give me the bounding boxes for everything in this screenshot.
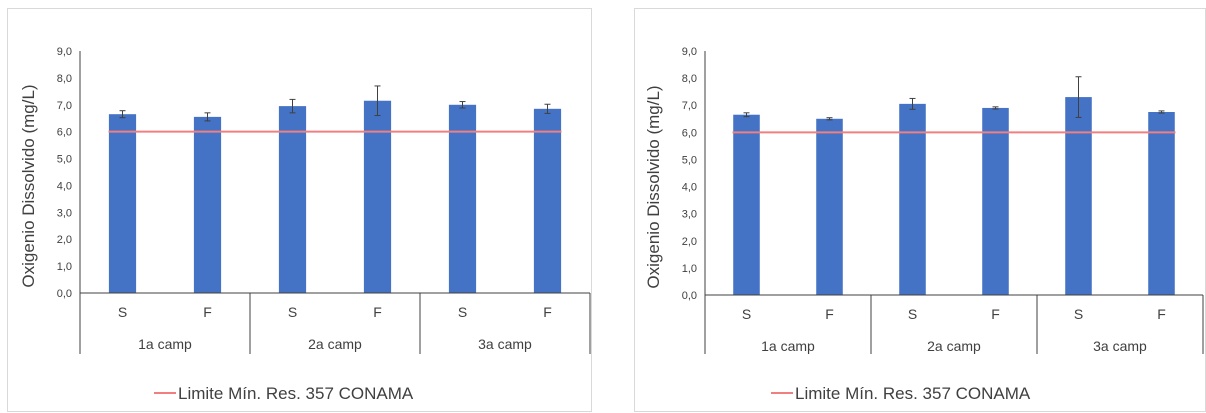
bar [278, 106, 307, 293]
x-category-label: F [543, 304, 552, 320]
legend-label: Limite Mín. Res. 357 CONAMA [178, 384, 414, 403]
y-tick-label: 0,0 [682, 290, 697, 302]
x-category-label: F [991, 306, 1000, 322]
x-category-label: S [288, 304, 297, 320]
y-axis-label: Oxigenio Dissolvido (mg/L) [644, 85, 663, 288]
legend-label: Limite Mín. Res. 357 CONAMA [795, 384, 1031, 403]
y-tick-label: 2,0 [682, 236, 697, 248]
y-tick-label: 6,0 [682, 127, 697, 139]
x-category-label: S [458, 304, 467, 320]
chart-right: 0,0 1,0 2,0 3,0 4,0 5,0 6,0 7,0 8,0 9,0 Oxigenio D… [644, 46, 1204, 403]
bar [1148, 112, 1175, 295]
x-category-label: F [373, 304, 382, 320]
bar [982, 107, 1009, 295]
x-category-label: S [1074, 306, 1083, 322]
x-group-label: 3a camp [1093, 338, 1147, 354]
x-category-label: S [908, 306, 917, 322]
y-tick-label: 5,0 [57, 154, 72, 166]
y-tick-label: 2,0 [57, 234, 72, 246]
y-tick-label: 0,0 [57, 288, 72, 300]
bar [108, 114, 137, 293]
bar [193, 116, 222, 293]
x-category-label: S [118, 304, 127, 320]
y-tick-label: 7,0 [682, 100, 697, 112]
bar [899, 103, 926, 295]
chart-panel-left: 0,0 1,0 2,0 3,0 4,0 5,0 6,0 7,0 8,0 9,0 Oxigenio D… [7, 8, 592, 412]
bar [1065, 97, 1092, 295]
y-tick-label: 7,0 [57, 100, 72, 112]
bar [816, 118, 843, 296]
x-group-label: 3a camp [478, 336, 532, 352]
y-tick-label: 3,0 [682, 209, 697, 221]
x-group-label: 1a camp [761, 338, 815, 354]
x-category-label: F [1157, 306, 1166, 322]
bar [363, 100, 392, 293]
y-axis-label: Oxigenio Dissolvido (mg/L) [19, 84, 38, 287]
y-tick-label: 9,0 [57, 46, 72, 58]
chart-panel-right: 0,0 1,0 2,0 3,0 4,0 5,0 6,0 7,0 8,0 9,0 Oxigenio D… [634, 8, 1206, 412]
y-tick-label: 5,0 [682, 154, 697, 166]
bar [533, 108, 562, 293]
y-tick-label: 8,0 [57, 73, 72, 85]
y-tick-label: 9,0 [682, 46, 697, 58]
x-group-label: 2a camp [927, 338, 981, 354]
x-category-label: F [203, 304, 212, 320]
y-tick-label: 1,0 [682, 263, 697, 275]
y-tick-label: 3,0 [57, 207, 72, 219]
y-tick-label: 6,0 [57, 127, 72, 139]
y-tick-label: 4,0 [57, 180, 72, 192]
bar [448, 104, 477, 294]
y-tick-label: 4,0 [682, 182, 697, 194]
y-tick-label: 8,0 [682, 73, 697, 85]
bar [733, 114, 760, 295]
x-category-label: F [825, 306, 834, 322]
chart-left: 0,0 1,0 2,0 3,0 4,0 5,0 6,0 7,0 8,0 9,0 Oxigenio D… [19, 46, 591, 403]
x-group-label: 1a camp [138, 336, 192, 352]
y-tick-label: 1,0 [57, 261, 72, 273]
x-category-label: S [742, 306, 751, 322]
x-group-label: 2a camp [308, 336, 362, 352]
